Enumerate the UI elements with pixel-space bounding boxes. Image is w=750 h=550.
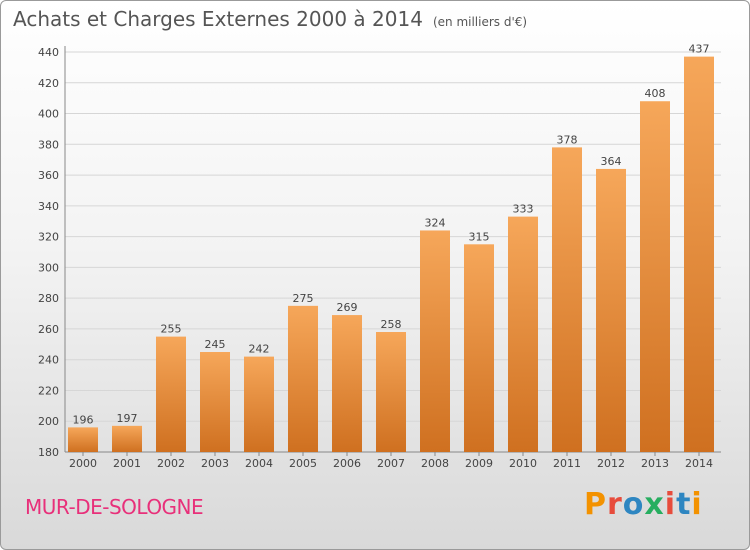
y-tick-label: 260 — [38, 323, 59, 336]
bar — [684, 56, 714, 452]
bar — [420, 230, 450, 452]
bar-value-label: 437 — [689, 43, 710, 56]
bar — [112, 425, 142, 452]
brand-letter: x — [644, 487, 665, 522]
bar — [288, 305, 318, 452]
bar-value-label: 258 — [381, 318, 402, 331]
bar — [68, 427, 98, 452]
bar-value-label: 275 — [293, 292, 314, 305]
bar-value-label: 364 — [601, 155, 622, 168]
x-tick-label: 2011 — [553, 457, 581, 470]
bar-value-label: 324 — [425, 216, 446, 229]
bar — [640, 101, 670, 452]
x-tick-label: 2014 — [685, 457, 713, 470]
bar-value-label: 196 — [73, 413, 94, 426]
x-tick-label: 2004 — [245, 457, 273, 470]
bar — [464, 244, 494, 452]
brand-letter: i — [691, 487, 703, 522]
x-tick-label: 2009 — [465, 457, 493, 470]
bar — [244, 356, 274, 452]
brand-letter: P — [584, 487, 607, 522]
brand-letter: r — [607, 487, 623, 522]
x-tick-label: 2002 — [157, 457, 185, 470]
x-tick-label: 2008 — [421, 457, 449, 470]
y-tick-label: 280 — [38, 292, 59, 305]
bar — [332, 315, 362, 452]
y-tick-label: 200 — [38, 415, 59, 428]
bar-value-label: 245 — [205, 338, 226, 351]
bar-value-label: 242 — [249, 343, 270, 356]
y-tick-label: 180 — [38, 446, 59, 459]
commune-name: MUR-DE-SOLOGNE — [25, 495, 204, 519]
chart-title: Achats et Charges Externes 2000 à 2014 (e… — [13, 7, 527, 31]
bar-value-label: 408 — [645, 87, 666, 100]
bar-value-label: 378 — [557, 133, 578, 146]
brand-letter: o — [622, 487, 645, 522]
y-tick-label: 440 — [38, 46, 59, 59]
bar — [552, 147, 582, 452]
y-tick-label: 320 — [38, 231, 59, 244]
x-tick-label: 2005 — [289, 457, 317, 470]
x-tick-label: 2010 — [509, 457, 537, 470]
y-tick-label: 360 — [38, 169, 59, 182]
brand-logo: Proxiti — [584, 487, 703, 522]
bar-value-label: 269 — [337, 301, 358, 314]
x-tick-label: 2012 — [597, 457, 625, 470]
bar-value-label: 197 — [117, 412, 138, 425]
bar-value-label: 333 — [513, 203, 534, 216]
chart-unit: (en milliers d'€) — [432, 15, 528, 29]
bar — [508, 216, 538, 452]
x-tick-label: 2000 — [69, 457, 97, 470]
brand-letter: t — [676, 487, 692, 522]
bar-value-label: 315 — [469, 230, 490, 243]
y-tick-label: 300 — [38, 261, 59, 274]
x-tick-label: 2013 — [641, 457, 669, 470]
bar — [376, 332, 406, 452]
y-tick-label: 240 — [38, 354, 59, 367]
chart-title-text: Achats et Charges Externes 2000 à 2014 — [13, 7, 423, 31]
bar-value-label: 255 — [161, 323, 182, 336]
brand-letter: i — [664, 487, 677, 522]
y-tick-label: 420 — [38, 77, 59, 90]
y-tick-label: 340 — [38, 200, 59, 213]
y-tick-label: 380 — [38, 138, 59, 151]
bar — [596, 168, 626, 452]
y-tick-label: 220 — [38, 384, 59, 397]
bar — [156, 336, 186, 452]
y-tick-label: 400 — [38, 108, 59, 121]
x-tick-label: 2007 — [377, 457, 405, 470]
x-tick-label: 2003 — [201, 457, 229, 470]
bar — [200, 352, 230, 452]
x-tick-label: 2006 — [333, 457, 361, 470]
x-tick-label: 2001 — [113, 457, 141, 470]
